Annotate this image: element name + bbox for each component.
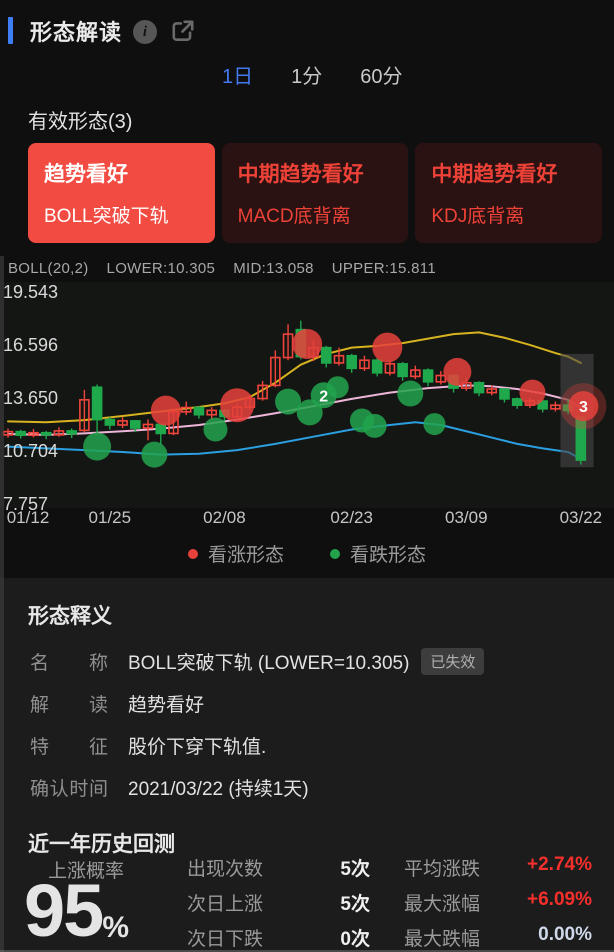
legend-bearish: 看跌形态 (330, 540, 426, 567)
svg-text:3: 3 (579, 399, 588, 416)
x-tick: 03/09 (444, 508, 488, 527)
x-tick: 02/23 (330, 508, 373, 527)
y-tick: 16.596 (3, 335, 59, 355)
win-probability-value: 95 % (24, 869, 129, 952)
title-accent-bar (8, 17, 13, 44)
svg-text:2: 2 (319, 388, 328, 405)
pattern-cards: 趋势看好 BOLL突破下轨 中期趋势看好 MACD底背离 中期趋势看好 KDJ底… (28, 143, 603, 243)
y-tick: 19.543 (3, 282, 59, 302)
pattern-card-name: KDJ底背离 (431, 206, 525, 227)
period-tabs: 1日 1分 60分 (222, 60, 403, 89)
chart-legend: 看涨形态 看跌形态 (0, 540, 614, 567)
window-edge (0, 256, 4, 952)
pattern-card-signal: 中期趋势看好 (237, 163, 364, 186)
share-icon[interactable] (170, 18, 196, 44)
row-interpretation: 解读 趋势看好 (30, 694, 205, 716)
x-tick: 02/08 (203, 508, 246, 527)
bearish-dot-icon (330, 548, 340, 559)
stat-row: 次日上涨 5次 最大涨幅 +6.09% (187, 889, 592, 915)
win-probability-label: 上涨概率 (47, 861, 124, 882)
detail-panel (0, 578, 614, 952)
page-title: 形态解读 (30, 20, 123, 45)
row-feature: 特征 股价下穿下轨值. (30, 736, 267, 758)
window-bottom-edge (0, 950, 614, 952)
pattern-card-signal: 趋势看好 (44, 163, 128, 186)
valid-patterns-title: 有效形态(3) (28, 111, 133, 133)
row-confirm-time: 确认时间 2021/03/22 (持续1天) (30, 778, 309, 800)
legend-bullish: 看涨形态 (187, 540, 284, 567)
x-tick: 01/12 (6, 508, 50, 527)
pattern-card-name: BOLL突破下轨 (44, 206, 169, 227)
status-badge: 已失效 (421, 647, 485, 675)
tab-1day[interactable]: 1日 (222, 66, 254, 88)
tab-1min[interactable]: 1分 (291, 66, 323, 88)
pattern-card-kdj[interactable]: 中期趋势看好 KDJ底背离 (415, 143, 603, 243)
pattern-card-name: MACD底背离 (237, 206, 351, 227)
stat-row: 出现次数 5次 平均涨跌 +2.74% (187, 854, 592, 880)
bullish-dot-icon (187, 548, 198, 559)
tab-60min[interactable]: 60分 (360, 66, 403, 88)
info-icon[interactable]: i (133, 20, 157, 44)
interpretation-title: 形态释义 (28, 605, 112, 628)
pattern-card-boll[interactable]: 趋势看好 BOLL突破下轨 (28, 143, 215, 243)
y-tick: 10.704 (3, 440, 59, 461)
boll-indicator-readout: BOLL(20,2) LOWER:10.305 MID:13.058 UPPER:15… (8, 260, 436, 277)
pattern-card-signal: 中期趋势看好 (431, 163, 558, 186)
stat-row: 次日下跌 0次 最大跌幅 0.00% (187, 924, 592, 950)
candlestick-boll-chart[interactable]: 23 (0, 282, 614, 508)
x-tick: 03/22 (559, 508, 603, 527)
x-tick: 01/25 (88, 508, 132, 527)
y-tick: 13.650 (3, 388, 59, 408)
pattern-card-macd[interactable]: 中期趋势看好 MACD底背离 (221, 143, 409, 243)
backtest-title: 近一年历史回测 (28, 833, 175, 856)
row-name: 名称 BOLL突破下轨 (LOWER=10.305) 已失效 (30, 647, 590, 675)
y-tick: 7.757 (3, 494, 49, 514)
